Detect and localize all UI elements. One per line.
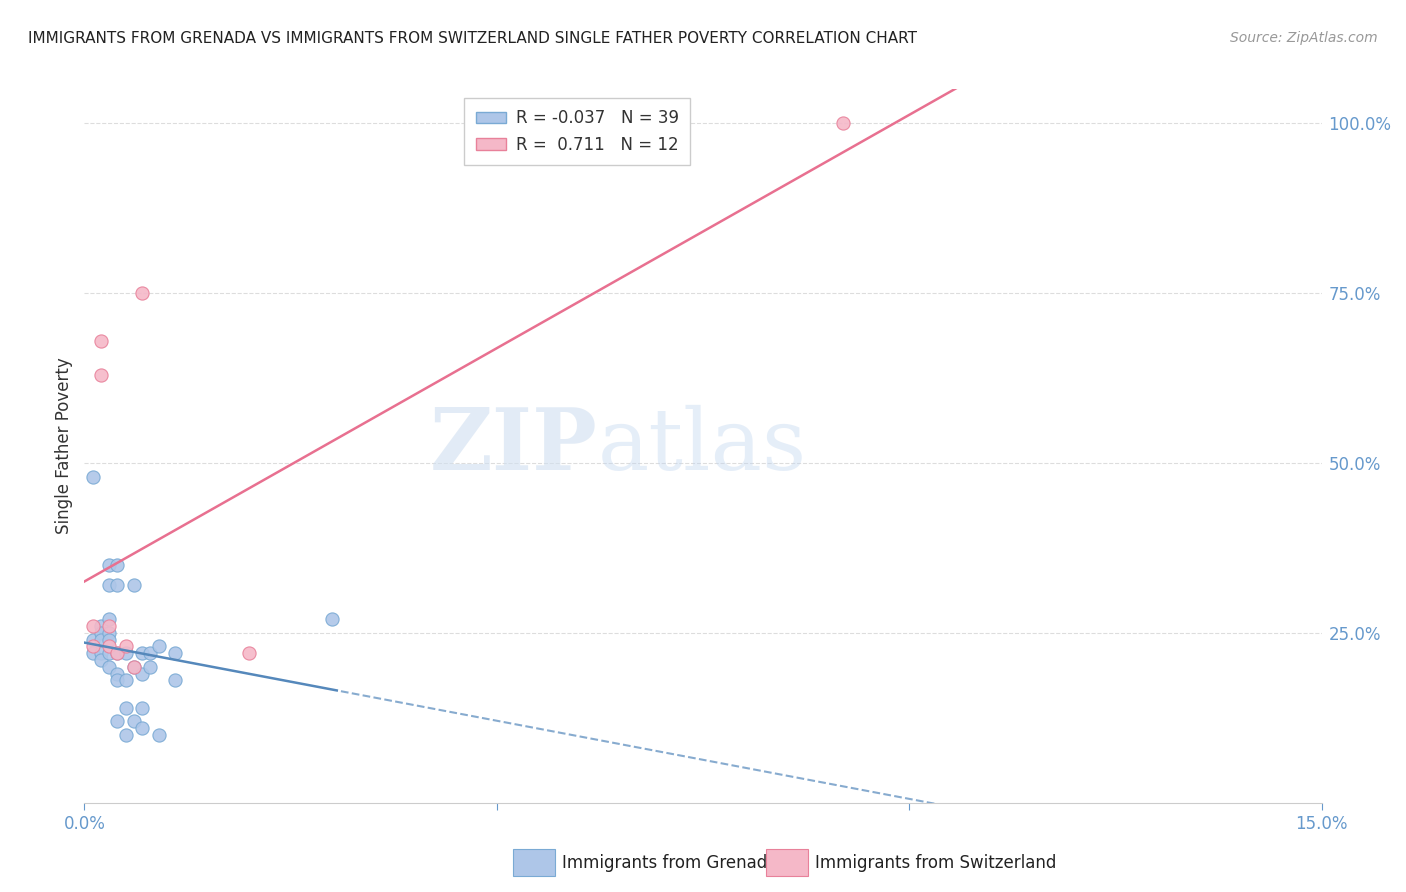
Point: [90, 334, 112, 348]
Point: [105, 578, 128, 592]
Point: [82, 646, 104, 660]
Point: [90, 632, 112, 647]
Point: [82, 619, 104, 633]
Point: [114, 673, 136, 688]
Point: [122, 660, 145, 674]
Point: [90, 619, 112, 633]
Point: [114, 646, 136, 660]
Point: [98, 626, 121, 640]
Point: [90, 626, 112, 640]
Point: [82, 469, 104, 483]
Point: [90, 653, 112, 667]
Legend: R = -0.037   N = 39, R =  0.711   N = 12: R = -0.037 N = 39, R = 0.711 N = 12: [464, 97, 690, 165]
Point: [238, 646, 260, 660]
Text: IMMIGRANTS FROM GRENADA VS IMMIGRANTS FROM SWITZERLAND SINGLE FATHER POVERTY COR: IMMIGRANTS FROM GRENADA VS IMMIGRANTS FR…: [28, 31, 917, 46]
Point: [832, 116, 855, 130]
Point: [122, 714, 145, 729]
Point: [165, 673, 187, 688]
Point: [139, 660, 162, 674]
Point: [98, 558, 121, 572]
Point: [131, 666, 153, 681]
Point: [122, 660, 145, 674]
Point: [105, 646, 128, 660]
Point: [105, 558, 128, 572]
Point: [139, 646, 162, 660]
Point: [98, 632, 121, 647]
Point: [98, 619, 121, 633]
Point: [131, 646, 153, 660]
Point: [98, 578, 121, 592]
Point: [122, 578, 145, 592]
Text: Source: ZipAtlas.com: Source: ZipAtlas.com: [1230, 31, 1378, 45]
Point: [165, 646, 187, 660]
Text: atlas: atlas: [598, 404, 807, 488]
Text: Immigrants from Grenada: Immigrants from Grenada: [562, 854, 778, 871]
Text: Immigrants from Switzerland: Immigrants from Switzerland: [815, 854, 1057, 871]
Point: [131, 700, 153, 714]
Point: [105, 673, 128, 688]
Point: [321, 612, 343, 626]
Point: [114, 700, 136, 714]
Point: [82, 640, 104, 654]
Point: [98, 660, 121, 674]
Point: [148, 728, 170, 742]
Text: ZIP: ZIP: [430, 404, 598, 488]
Y-axis label: Single Father Poverty: Single Father Poverty: [55, 358, 73, 534]
Point: [105, 646, 128, 660]
Point: [131, 721, 153, 735]
Point: [82, 632, 104, 647]
Point: [114, 640, 136, 654]
Point: [148, 640, 170, 654]
Point: [131, 286, 153, 301]
Point: [98, 646, 121, 660]
Point: [90, 646, 112, 660]
Point: [98, 612, 121, 626]
Point: [105, 666, 128, 681]
Point: [105, 714, 128, 729]
Point: [98, 640, 121, 654]
Point: [90, 368, 112, 382]
Point: [114, 728, 136, 742]
